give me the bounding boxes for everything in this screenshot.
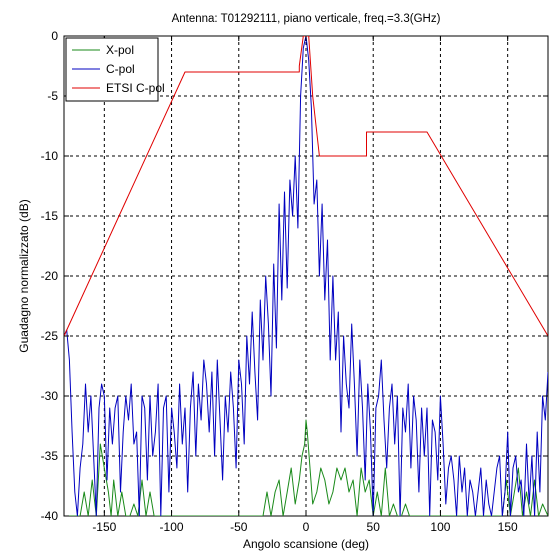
y-axis: 0 -5 -10 -15 -20 -25 -30 -35 -40: [41, 29, 548, 523]
y-tick-label: -25: [41, 329, 59, 343]
series-line-etsi-c-pol: [64, 36, 548, 337]
chart-title: Antenna: T01292111, piano verticale, fre…: [172, 13, 441, 25]
series-layer: [64, 36, 548, 516]
y-tick-label: -5: [47, 89, 58, 103]
x-tick-label: -150: [92, 520, 116, 534]
legend: X-pol C-pol ETSI C-pol: [65, 37, 165, 102]
x-tick-label: 0: [303, 520, 310, 534]
series-line-x-pol: [64, 419, 548, 516]
y-tick-label: -35: [41, 449, 59, 463]
y-tick-label: -30: [41, 389, 59, 403]
y-tick-label: 0: [51, 29, 58, 43]
y-tick-label: -15: [41, 209, 59, 223]
x-tick-label: 100: [430, 520, 450, 534]
x-tick-label: -100: [160, 520, 184, 534]
legend-label: ETSI C-pol: [106, 81, 165, 95]
x-tick-label: 150: [498, 520, 518, 534]
x-tick-label: -50: [230, 520, 248, 534]
x-axis: -150 -100 -50 0 50 100 150: [92, 36, 518, 534]
y-tick-label: -40: [41, 509, 59, 523]
legend-label: X-pol: [106, 43, 134, 57]
y-tick-label: -10: [41, 149, 59, 163]
x-axis-label: Angolo scansione (deg): [243, 537, 369, 551]
grid: [64, 36, 548, 516]
x-tick-label: 50: [367, 520, 381, 534]
series-line-c-pol: [64, 36, 548, 516]
y-axis-label: Guadagno normalizzato (dB): [17, 199, 31, 352]
legend-label: C-pol: [106, 62, 135, 76]
y-tick-label: -20: [41, 269, 59, 283]
